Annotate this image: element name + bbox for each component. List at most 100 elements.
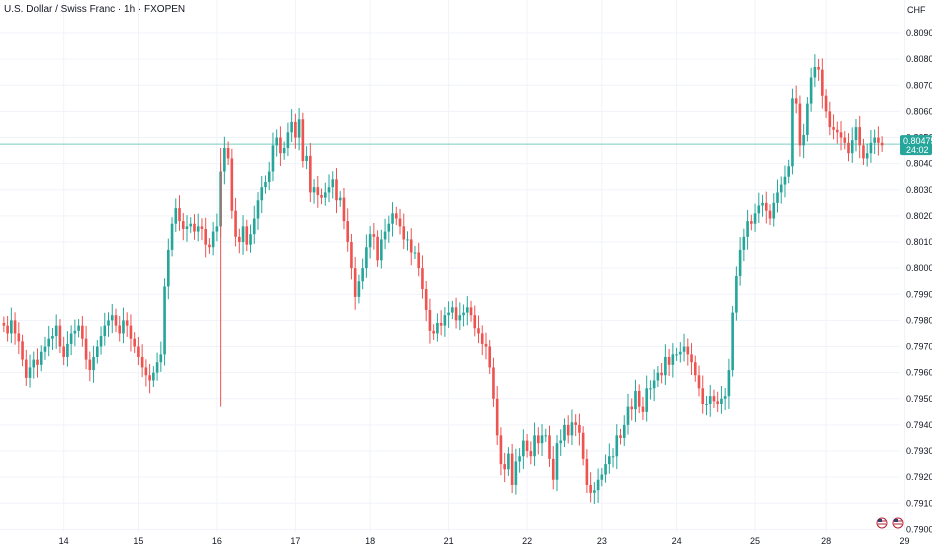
candle xyxy=(361,258,364,290)
candle-body xyxy=(275,137,278,146)
candle xyxy=(682,333,686,362)
candle-body xyxy=(185,226,189,229)
candle-body xyxy=(858,127,862,146)
candle-body xyxy=(716,401,719,404)
candle-body xyxy=(279,137,282,154)
candle xyxy=(51,327,54,350)
candle xyxy=(163,278,166,366)
candle xyxy=(768,204,772,226)
candle xyxy=(443,307,447,337)
candle xyxy=(335,168,338,214)
candle xyxy=(305,146,308,170)
candle xyxy=(679,342,682,363)
candle-body xyxy=(376,236,379,261)
candle xyxy=(484,332,488,360)
candle-body xyxy=(507,453,510,470)
x-axis[interactable]: 14151617182122232425282930 xyxy=(59,536,932,546)
candle xyxy=(735,266,738,321)
candle xyxy=(465,296,469,326)
candle-body xyxy=(372,234,376,237)
candle xyxy=(95,340,99,364)
y-tick-label: 0.80900 xyxy=(906,28,932,38)
candle xyxy=(193,214,196,240)
candle-body xyxy=(551,458,555,480)
candle xyxy=(226,141,230,165)
candle-body xyxy=(477,328,480,334)
candle xyxy=(503,452,506,483)
candle-body xyxy=(615,435,619,457)
candle-body xyxy=(854,127,858,141)
candle xyxy=(122,307,125,344)
candle-body xyxy=(499,435,503,465)
candle-body xyxy=(260,187,264,201)
candle xyxy=(69,325,73,356)
candle xyxy=(398,208,402,235)
candle-body xyxy=(66,343,69,357)
candle xyxy=(854,119,858,152)
candle xyxy=(144,359,148,387)
candle-body xyxy=(480,333,484,344)
candle-body xyxy=(77,325,80,331)
candle-body xyxy=(667,356,671,365)
candle xyxy=(238,228,241,254)
candle-body xyxy=(103,325,107,337)
candle xyxy=(394,206,398,226)
candle xyxy=(260,175,264,214)
candle-body xyxy=(708,396,712,404)
candle-body xyxy=(234,210,237,237)
candle-body xyxy=(503,464,506,470)
x-tick-label: 22 xyxy=(522,536,532,546)
candle-body xyxy=(350,242,353,269)
candle-body xyxy=(447,312,450,316)
candle xyxy=(36,348,39,378)
candle xyxy=(383,218,387,250)
candle-body xyxy=(536,435,540,444)
candle xyxy=(140,344,144,378)
candle-body xyxy=(338,197,342,201)
candle xyxy=(480,325,484,356)
candle xyxy=(81,315,84,347)
candle-body xyxy=(484,343,488,347)
candle xyxy=(787,159,791,184)
candle xyxy=(77,319,80,338)
candle-body xyxy=(95,346,99,357)
candle xyxy=(495,385,499,446)
candle xyxy=(701,375,705,414)
last-price-badge-bg xyxy=(900,135,932,156)
candle-body xyxy=(686,346,690,355)
candle xyxy=(28,354,32,388)
candle xyxy=(368,226,372,259)
candle-body xyxy=(880,142,884,146)
candle xyxy=(215,213,219,242)
candle-body xyxy=(428,309,432,331)
candle-body xyxy=(824,95,828,112)
candle-body xyxy=(316,187,320,196)
candle-body xyxy=(226,148,230,159)
candle xyxy=(600,468,604,487)
candle xyxy=(454,297,458,329)
flag-us-icon[interactable] xyxy=(876,517,888,529)
candle xyxy=(245,219,249,252)
candle-body xyxy=(208,244,211,248)
candle-body xyxy=(589,484,592,493)
candle-body xyxy=(578,424,581,433)
candle xyxy=(783,165,787,198)
candle xyxy=(43,336,47,360)
flag-us-icon[interactable] xyxy=(892,517,904,529)
candle-body xyxy=(458,315,462,321)
candle-body xyxy=(764,202,768,211)
candle xyxy=(6,315,9,342)
candle-body xyxy=(843,137,847,143)
candle-body xyxy=(125,320,129,326)
candle-body xyxy=(436,323,439,334)
candle-body xyxy=(178,208,181,222)
candle xyxy=(428,298,432,344)
candle-body xyxy=(62,346,65,357)
candle xyxy=(13,312,17,345)
candle-body xyxy=(309,155,312,193)
candle xyxy=(817,58,820,81)
